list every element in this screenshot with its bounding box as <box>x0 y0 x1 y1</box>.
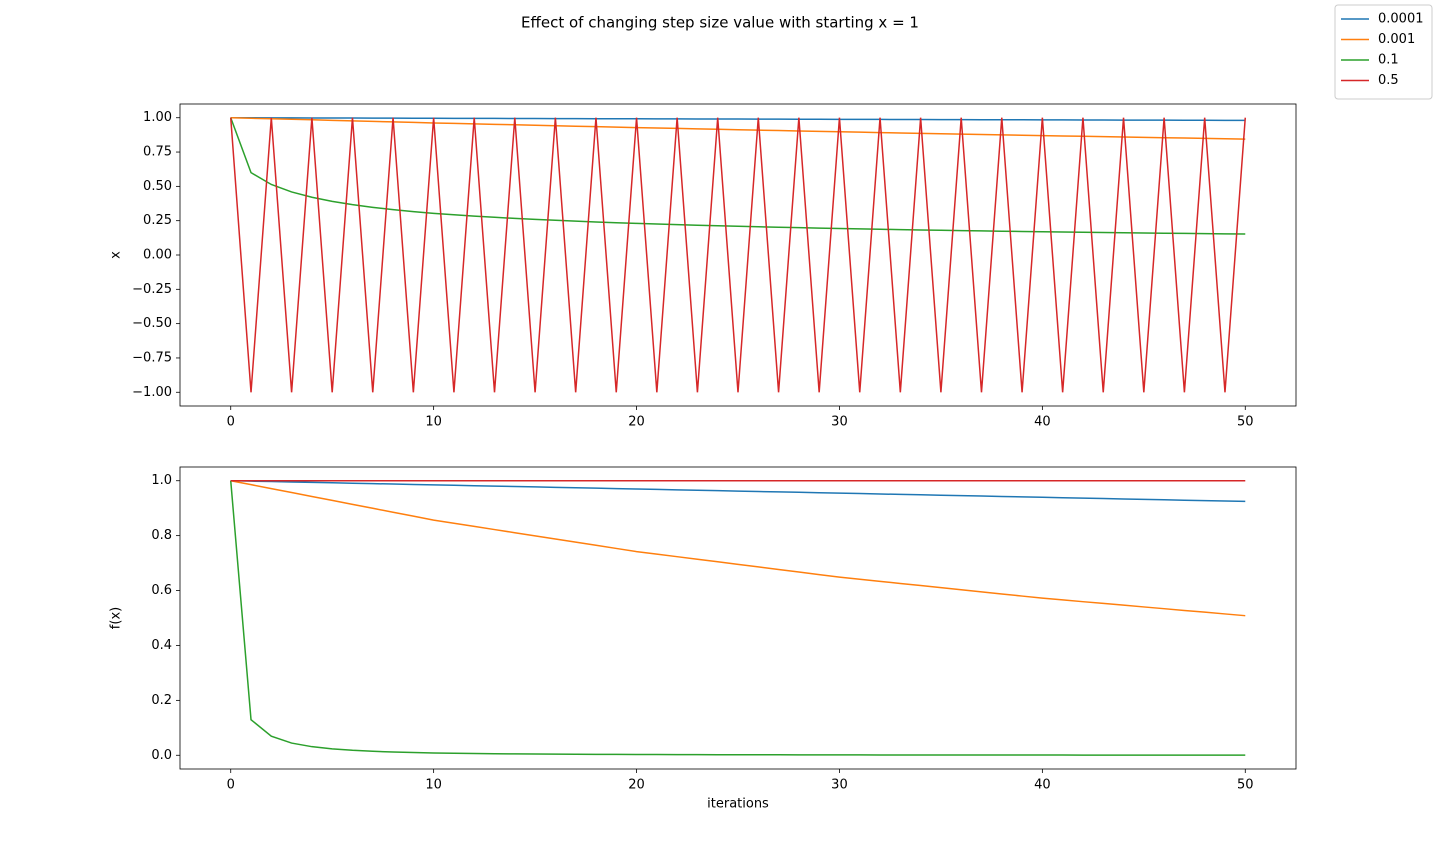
y-tick-label: 1.00 <box>143 110 172 125</box>
x-tick-label: 10 <box>425 415 442 430</box>
series-line <box>230 116 1246 122</box>
x-tick-label: 0 <box>227 778 235 793</box>
x-tick-label: 20 <box>628 778 645 793</box>
legend-label: 0.001 <box>1378 32 1415 47</box>
x-tick-label: 40 <box>1034 415 1051 430</box>
y-tick-label: 1.0 <box>151 473 172 488</box>
y-tick-label: 0.0 <box>151 748 172 763</box>
y-tick-label: −0.75 <box>132 350 172 365</box>
y-tick-label: 0.6 <box>151 583 172 598</box>
x-tick-label: 40 <box>1034 778 1051 793</box>
y-tick-label: 0.00 <box>143 248 172 263</box>
y-tick-label: −0.25 <box>132 282 172 297</box>
series-line <box>230 479 1246 617</box>
legend-label: 0.1 <box>1378 53 1399 68</box>
y-axis-label: x <box>109 251 124 259</box>
y-tick-label: 0.8 <box>151 528 172 543</box>
legend-label: 0.0001 <box>1378 12 1424 27</box>
series-line <box>230 116 1246 140</box>
x-tick-label: 0 <box>227 415 235 430</box>
x-tick-label: 20 <box>628 415 645 430</box>
series-line <box>229 480 1246 756</box>
y-tick-label: −1.00 <box>132 385 172 400</box>
y-tick-label: 0.75 <box>143 145 172 160</box>
axes-frame <box>179 466 1297 770</box>
legend-box <box>1334 4 1433 100</box>
series-line <box>230 479 1246 503</box>
y-axis-label: f(x) <box>109 607 124 629</box>
axes-frame <box>179 103 1297 407</box>
x-axis-label: iterations <box>707 797 769 812</box>
series-line <box>229 117 1247 393</box>
x-tick-label: 10 <box>425 778 442 793</box>
x-tick-label: 30 <box>831 778 848 793</box>
y-tick-label: −0.50 <box>132 316 172 331</box>
y-tick-label: 0.50 <box>143 179 172 194</box>
y-tick-label: 0.25 <box>143 213 172 228</box>
legend-label: 0.5 <box>1378 73 1399 88</box>
y-tick-label: 0.4 <box>151 638 172 653</box>
y-tick-label: 0.2 <box>151 693 172 708</box>
x-tick-label: 30 <box>831 415 848 430</box>
x-tick-label: 50 <box>1237 415 1254 430</box>
figure-title: Effect of changing step size value with … <box>521 14 919 32</box>
x-tick-label: 50 <box>1237 778 1254 793</box>
